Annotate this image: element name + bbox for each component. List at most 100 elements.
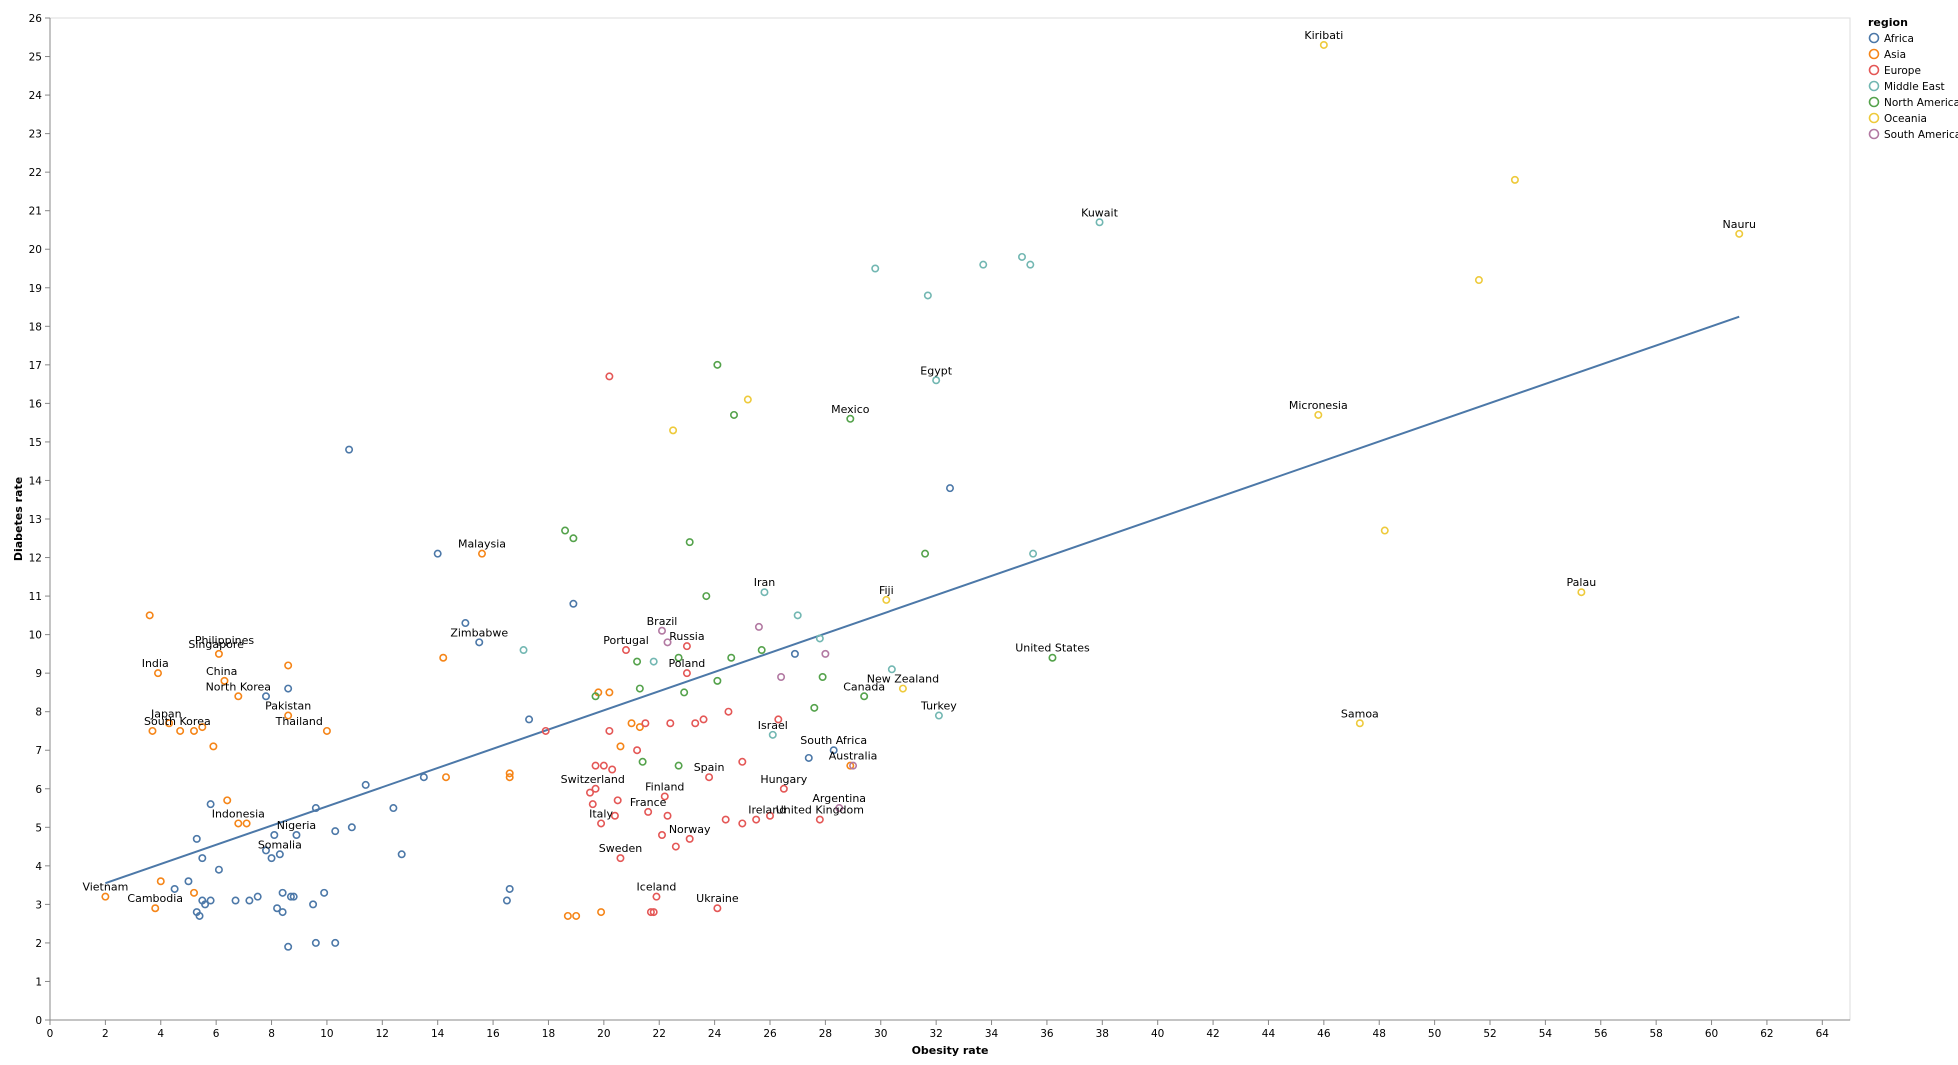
data-point-africa (263, 693, 269, 699)
y-tick-label: 22 (29, 167, 42, 179)
data-point-europe (664, 813, 670, 819)
data-point-oceania (883, 597, 889, 603)
country-label: Canada (843, 680, 885, 693)
data-point-africa (349, 824, 355, 830)
data-point-europe (592, 786, 598, 792)
data-point-asia (617, 743, 623, 749)
y-tick-label: 8 (35, 707, 42, 719)
data-point-north-america (731, 412, 737, 418)
data-point-europe (706, 774, 712, 780)
country-label: Nauru (1723, 218, 1756, 231)
data-point-europe (634, 747, 640, 753)
data-point-africa (570, 601, 576, 607)
country-label: South Korea (144, 715, 211, 728)
x-tick-label: 14 (431, 1028, 445, 1040)
country-label: France (630, 796, 667, 809)
country-label: Palau (1567, 576, 1597, 589)
data-point-africa (806, 755, 812, 761)
x-tick-label: 50 (1428, 1028, 1441, 1040)
data-point-africa (504, 897, 510, 903)
country-label: United Kingdom (776, 804, 864, 817)
data-point-europe (714, 905, 720, 911)
country-label: Iran (754, 576, 776, 589)
legend-label: South America (1884, 129, 1958, 141)
data-point-europe (739, 759, 745, 765)
data-point-north-america (681, 689, 687, 695)
x-tick-label: 28 (819, 1028, 832, 1040)
y-tick-label: 18 (29, 321, 42, 333)
legend-label: Oceania (1884, 113, 1927, 125)
y-tick-label: 0 (35, 1015, 42, 1027)
data-point-europe (598, 820, 604, 826)
data-point-asia (443, 774, 449, 780)
x-tick-label: 2 (102, 1028, 109, 1040)
data-point-africa (285, 944, 291, 950)
country-label: Samoa (1341, 707, 1379, 720)
data-point-asia (573, 913, 579, 919)
country-label: Ukraine (696, 892, 739, 905)
data-point-oceania (670, 427, 676, 433)
y-tick-label: 1 (35, 976, 42, 988)
data-point-asia (102, 893, 108, 899)
series-africa (171, 446, 953, 950)
x-tick-label: 52 (1483, 1028, 1496, 1040)
country-label: Mexico (831, 403, 870, 416)
data-point-africa (362, 782, 368, 788)
y-tick-label: 17 (29, 360, 42, 372)
country-label: Thailand (275, 715, 323, 728)
data-point-oceania (1315, 412, 1321, 418)
legend-label: Asia (1884, 49, 1906, 61)
data-point-asia (243, 820, 249, 826)
data-point-asia (598, 909, 604, 915)
y-tick-label: 11 (29, 591, 42, 603)
series-middle-east (520, 219, 1102, 738)
legend-entry-asia: Asia (1870, 49, 1907, 61)
data-point-north-america (686, 539, 692, 545)
data-point-middle-east (650, 658, 656, 664)
y-axis-title: Diabetes rate (12, 477, 25, 561)
data-point-africa (476, 639, 482, 645)
trend-line (105, 317, 1739, 884)
data-point-middle-east (761, 589, 767, 595)
data-points-layer (102, 42, 1742, 950)
data-point-europe (645, 809, 651, 815)
legend-entry-middle-east: Middle East (1870, 81, 1945, 93)
data-point-middle-east (872, 265, 878, 271)
y-tick-label: 7 (35, 745, 42, 757)
data-point-oceania (1736, 231, 1742, 237)
country-label: Brazil (647, 615, 678, 628)
data-point-africa (321, 890, 327, 896)
data-point-europe (590, 801, 596, 807)
data-point-north-america (847, 416, 853, 422)
data-point-north-america (728, 655, 734, 661)
data-point-asia (479, 550, 485, 556)
data-point-asia (235, 820, 241, 826)
data-point-africa (199, 855, 205, 861)
data-point-africa (390, 805, 396, 811)
y-tick-label: 21 (29, 206, 42, 218)
x-tick-label: 20 (597, 1028, 610, 1040)
data-point-asia (146, 612, 152, 618)
data-point-middle-east (794, 612, 800, 618)
country-label: Norway (669, 823, 711, 836)
data-point-africa (232, 897, 238, 903)
x-tick-label: 54 (1539, 1028, 1553, 1040)
data-point-africa (194, 836, 200, 842)
data-point-africa (216, 867, 222, 873)
data-point-asia (149, 728, 155, 734)
data-point-asia (191, 890, 197, 896)
y-tick-label: 23 (29, 129, 42, 141)
data-point-europe (606, 728, 612, 734)
country-label: North Korea (206, 680, 271, 693)
country-label: Israel (758, 719, 788, 732)
legend-entry-south-america: South America (1870, 129, 1958, 141)
country-label: United States (1015, 642, 1090, 655)
x-tick-label: 36 (1040, 1028, 1054, 1040)
data-point-oceania (745, 396, 751, 402)
data-point-africa (462, 620, 468, 626)
country-label: China (206, 665, 237, 678)
